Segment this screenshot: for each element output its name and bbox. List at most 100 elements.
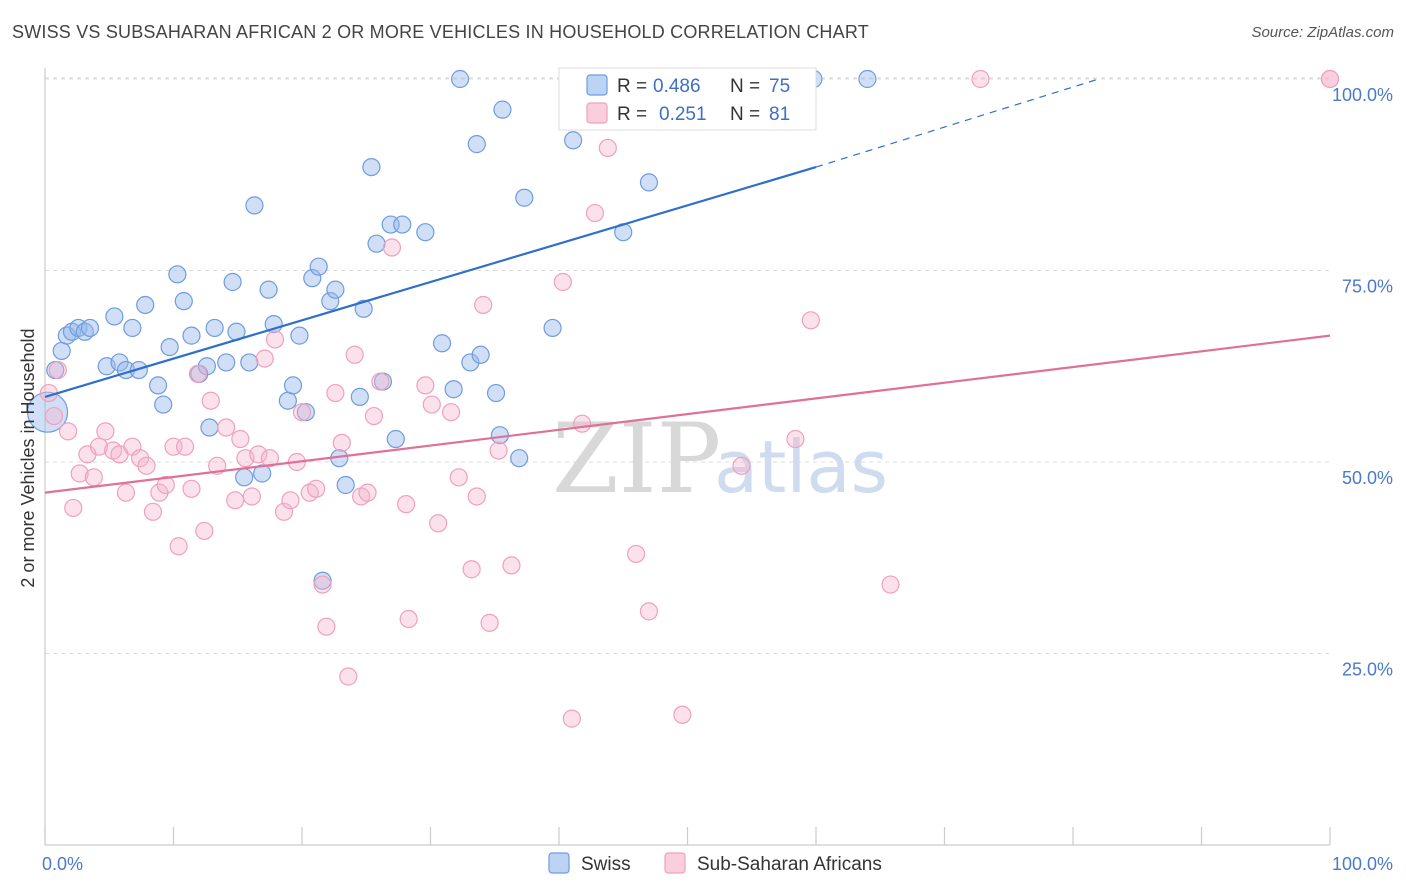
y-axis-title: 2 or more Vehicles in Household — [18, 328, 38, 587]
swiss-point — [200, 418, 219, 437]
ssa-point — [881, 575, 900, 594]
grid-lines — [45, 77, 1330, 654]
legend-bottom-label-swiss: Swiss — [581, 854, 631, 875]
swiss-point — [564, 131, 583, 150]
swiss-point — [858, 69, 877, 89]
legend-n-label-swiss: N = — [730, 76, 760, 97]
legend-stats: R = 0.486 N = 75 R = 0.251 N = 81 — [558, 67, 817, 131]
ssa-point — [116, 483, 136, 502]
ssa-point — [382, 238, 402, 257]
legend-n-label-ssa: N = — [730, 104, 760, 125]
swiss-point — [490, 426, 509, 445]
legend-series: Swiss Sub-Saharan Africans — [548, 852, 882, 875]
swiss-point — [350, 387, 369, 406]
swiss-point — [362, 157, 381, 177]
swiss-point — [223, 272, 242, 292]
ssa-point — [422, 395, 441, 414]
ssa-point — [396, 495, 416, 514]
swiss-point — [493, 100, 512, 119]
swiss-trend-extension — [815, 78, 1099, 168]
swiss-point — [168, 265, 187, 284]
ssa-point — [585, 203, 605, 223]
swiss-point — [296, 403, 315, 422]
ssa-point — [345, 345, 364, 364]
ssa-point — [265, 330, 285, 349]
ssa-point — [292, 403, 312, 422]
ssa-point — [188, 364, 208, 384]
chart-title: SWISS VS SUBSAHARAN AFRICAN 2 OR MORE VE… — [12, 22, 869, 42]
swiss-point — [321, 292, 340, 311]
swiss-point — [543, 318, 562, 338]
ssa-point — [467, 487, 486, 506]
swiss-point — [444, 380, 463, 399]
swiss-point — [309, 257, 328, 276]
ssa-point — [64, 498, 83, 518]
legend-n-swiss: 75 — [769, 76, 790, 97]
swiss-point — [283, 376, 303, 395]
ssa-point — [175, 437, 195, 456]
ssa-point — [313, 575, 332, 594]
ssa-point — [358, 483, 377, 502]
ssa-point — [48, 360, 67, 380]
legend-n-ssa: 81 — [769, 104, 790, 125]
ssa-point — [732, 456, 751, 475]
ssa-point — [249, 445, 268, 464]
ssa-point — [195, 521, 214, 541]
swiss-point — [278, 391, 297, 410]
ssa-point — [441, 403, 461, 422]
ssa-point — [673, 705, 692, 724]
ssa-point — [84, 468, 103, 487]
ssa-point — [231, 429, 250, 449]
series-ssa-points — [39, 69, 1340, 728]
legend-r-ssa: 0.251 — [659, 104, 707, 125]
x-tick-label: 100.0% — [1332, 854, 1393, 874]
swiss-point — [354, 299, 373, 318]
legend-r-label-swiss: R = — [617, 76, 647, 97]
swiss-point — [80, 318, 100, 338]
swiss-point — [471, 345, 490, 364]
swiss-trend-line — [44, 166, 817, 398]
ssa-point — [137, 456, 156, 475]
ssa-point — [502, 556, 521, 575]
ssa-point — [169, 537, 188, 556]
ssa-point — [96, 422, 115, 441]
swiss-point — [182, 326, 201, 345]
ssa-point — [429, 514, 448, 533]
swiss-point — [510, 449, 529, 468]
swiss-point — [303, 269, 322, 288]
ssa-point — [480, 613, 499, 632]
ssa-point — [474, 295, 493, 315]
swiss-point — [148, 376, 168, 395]
legend-r-swiss: 0.486 — [653, 76, 701, 97]
ssa-point — [260, 449, 279, 468]
ssa-point — [307, 479, 326, 498]
swiss-point — [515, 188, 534, 207]
ssa-point — [786, 429, 805, 449]
ssa-point — [59, 422, 78, 441]
swiss-point — [450, 69, 470, 89]
swiss-point — [154, 395, 173, 414]
series-swiss-points — [26, 69, 877, 590]
swiss-point — [136, 295, 155, 315]
x-tick-label: 0.0% — [42, 854, 83, 874]
ssa-point — [274, 502, 294, 521]
ssa-point — [399, 609, 418, 629]
ssa-point — [332, 433, 351, 452]
ssa-point — [156, 475, 175, 495]
swiss-point — [386, 429, 405, 449]
swiss-point — [259, 280, 278, 299]
ssa-point — [598, 138, 617, 158]
legend-bottom-swatch-swiss — [548, 852, 570, 874]
swiss-point — [461, 353, 480, 372]
swiss-point — [326, 280, 345, 299]
swiss-point — [240, 353, 259, 372]
legend-bottom-label-ssa: Sub-Saharan Africans — [697, 854, 882, 875]
swiss-point — [105, 307, 124, 326]
ssa-point — [364, 406, 384, 426]
swiss-point — [393, 215, 412, 234]
y-tick-label: 75.0% — [1342, 277, 1393, 297]
ssa-point — [226, 491, 245, 510]
y-tick-label: 50.0% — [1342, 468, 1393, 488]
ssa-point — [89, 437, 109, 456]
